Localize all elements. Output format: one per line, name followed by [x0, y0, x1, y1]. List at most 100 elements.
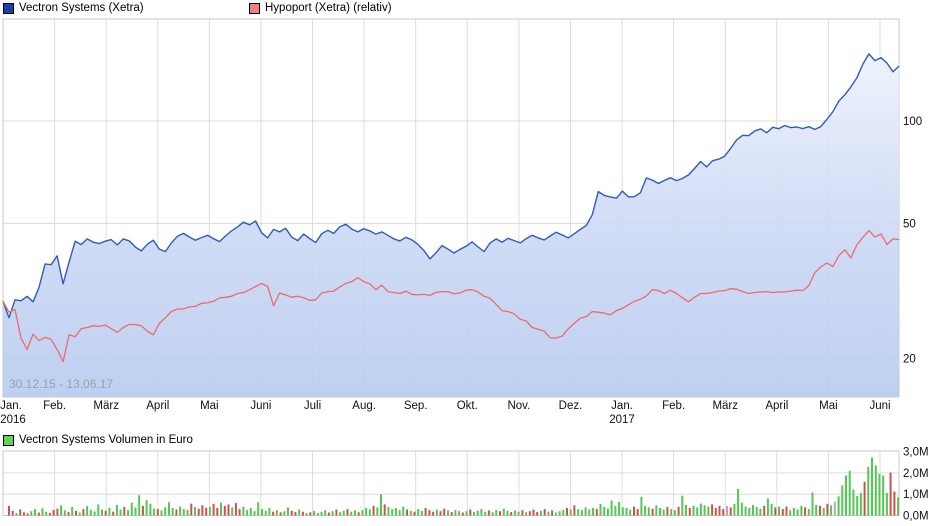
volume-bar: [625, 508, 628, 516]
volume-bar: [138, 495, 141, 516]
volume-bar: [313, 510, 315, 516]
volume-bar: [592, 508, 594, 516]
volume-bar: [540, 510, 542, 516]
volume-bar: [487, 510, 490, 516]
volume-bar: [261, 509, 263, 516]
x-axis-month-label: Mai: [200, 400, 219, 412]
volume-bar: [194, 507, 196, 516]
price-plot-area[interactable]: [2, 53, 900, 398]
volume-bar: [41, 508, 44, 516]
volume-bar: [595, 509, 598, 516]
volume-bar: [554, 512, 557, 516]
volume-bar: [394, 508, 397, 516]
volume-bar: [804, 507, 807, 516]
volume-bar: [294, 512, 297, 516]
volume-bar: [681, 495, 684, 516]
volume-bar: [197, 508, 200, 516]
volume-bar: [424, 508, 427, 516]
volume-bar: [153, 508, 156, 516]
x-axis-month-label: Sep.: [404, 400, 428, 412]
volume-bar: [562, 510, 565, 516]
volume-bar: [60, 505, 63, 516]
volume-bar: [722, 509, 725, 516]
volume-bar: [878, 473, 881, 516]
volume-bar: [34, 509, 36, 516]
volume-bar: [372, 505, 375, 516]
volume-bar: [86, 506, 89, 516]
volume-bars[interactable]: [8, 457, 900, 516]
volume-bar: [744, 506, 747, 516]
volume-bar: [845, 475, 847, 516]
volume-bar: [171, 508, 174, 516]
volume-bar: [458, 511, 461, 516]
volume-bar: [856, 495, 859, 516]
volume-bar: [141, 505, 144, 516]
volume-bar: [242, 506, 245, 516]
volume-bar: [521, 510, 524, 516]
volume-bar: [234, 503, 237, 516]
volume-bar: [573, 505, 576, 516]
volume-bar: [447, 510, 449, 516]
volume-bar: [651, 508, 654, 516]
volume-bar: [770, 503, 773, 516]
volume-bar: [566, 508, 568, 516]
date-range-watermark: 30.12.15 - 13.06.17: [9, 377, 114, 391]
volume-bar: [101, 509, 103, 516]
volume-bar: [108, 508, 111, 516]
volume-bar: [149, 503, 152, 516]
volume-bar: [618, 501, 621, 516]
volume-bar: [484, 511, 487, 516]
volume-bar: [205, 507, 208, 516]
volume-bar: [413, 511, 416, 516]
volume-bar: [525, 512, 528, 516]
volume-bar: [220, 502, 222, 516]
volume-bar: [792, 508, 795, 516]
volume-bar: [830, 505, 833, 516]
volume-bar: [342, 510, 345, 516]
volume-bar: [331, 511, 334, 516]
volume-bar: [253, 511, 256, 516]
volume-bar: [346, 509, 349, 516]
volume-bar: [145, 500, 148, 516]
volume-bar: [350, 511, 353, 516]
vectron-series-swatch-icon: [3, 2, 14, 14]
volume-bar: [104, 510, 107, 516]
volume-bar: [774, 507, 777, 516]
volume-bar: [257, 502, 260, 516]
volume-y-tick-label: 0,0M: [903, 511, 929, 523]
volume-bar: [454, 510, 457, 516]
volume-bar: [473, 512, 475, 516]
volume-bar: [56, 508, 59, 516]
volume-bar: [30, 511, 33, 516]
volume-bar: [495, 510, 498, 516]
volume-bar: [316, 512, 319, 516]
volume-bar: [513, 510, 516, 516]
volume-bar: [480, 509, 483, 516]
volume-bar: [711, 504, 714, 516]
x-axis-month-label: Aug.: [352, 400, 376, 412]
volume-bar: [238, 509, 241, 516]
volume-bar: [633, 506, 635, 516]
volume-bar: [789, 510, 792, 516]
volume-bar: [610, 500, 613, 516]
volume-bar: [699, 503, 702, 516]
volume-bar: [301, 511, 304, 516]
volume-bar: [420, 510, 423, 516]
volume-bar: [737, 488, 740, 516]
volume-bar: [740, 502, 743, 516]
volume-bar: [547, 511, 550, 516]
price-y-tick-label: 100: [903, 116, 922, 128]
price-chart-legend: Vectron Systems (Xetra) Hypoport (Xetra)…: [3, 2, 392, 14]
volume-bar: [387, 507, 390, 516]
volume-bar: [287, 507, 289, 516]
volume-bar: [89, 510, 92, 516]
x-axis-month-label: Juli: [304, 400, 321, 412]
volume-y-tick-label: 2,0M: [903, 468, 929, 480]
volume-bar: [755, 507, 758, 516]
x-axis-month-label: Jan.: [611, 400, 633, 412]
volume-bar: [826, 503, 829, 516]
vectron-area-fill: [3, 53, 899, 398]
volume-bar: [52, 510, 55, 516]
volume-bar: [63, 510, 66, 516]
